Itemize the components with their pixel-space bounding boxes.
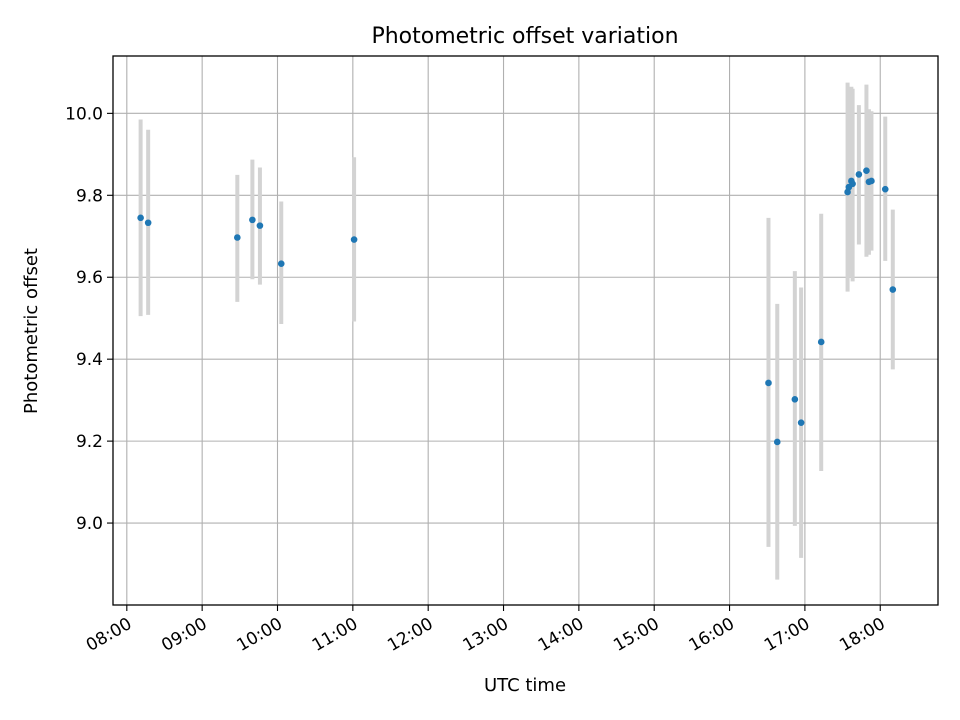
chart-title: Photometric offset variation <box>371 24 678 49</box>
y-tick-label: 9.6 <box>76 268 103 288</box>
data-points <box>137 167 897 446</box>
data-point <box>817 338 825 346</box>
data-point <box>849 180 856 188</box>
data-point <box>889 286 897 293</box>
data-point <box>137 214 144 222</box>
y-tick-label: 9.4 <box>76 350 103 370</box>
y-tick-label: 10.0 <box>65 104 103 124</box>
data-point <box>868 177 875 185</box>
data-point <box>863 167 870 175</box>
data-point <box>144 219 152 227</box>
y-tick-label: 9.0 <box>76 514 103 534</box>
data-point <box>791 396 799 403</box>
y-axis-ticks: 9.0 9.2 9.4 9.6 9.8 10.0 <box>65 104 113 534</box>
data-point <box>765 379 772 387</box>
x-axis-label: UTC time <box>484 675 566 696</box>
data-point <box>256 222 264 229</box>
data-point <box>773 438 781 446</box>
data-point <box>234 234 241 241</box>
data-point <box>350 236 358 243</box>
data-point <box>249 216 256 224</box>
data-point <box>797 419 805 426</box>
data-point <box>277 260 285 268</box>
y-axis-label: Photometric offset <box>21 248 42 414</box>
y-tick-label: 9.2 <box>76 432 103 452</box>
axes-frame <box>112 55 939 606</box>
data-point <box>881 185 889 193</box>
y-tick-label: 9.8 <box>76 186 103 206</box>
data-point <box>855 171 863 178</box>
